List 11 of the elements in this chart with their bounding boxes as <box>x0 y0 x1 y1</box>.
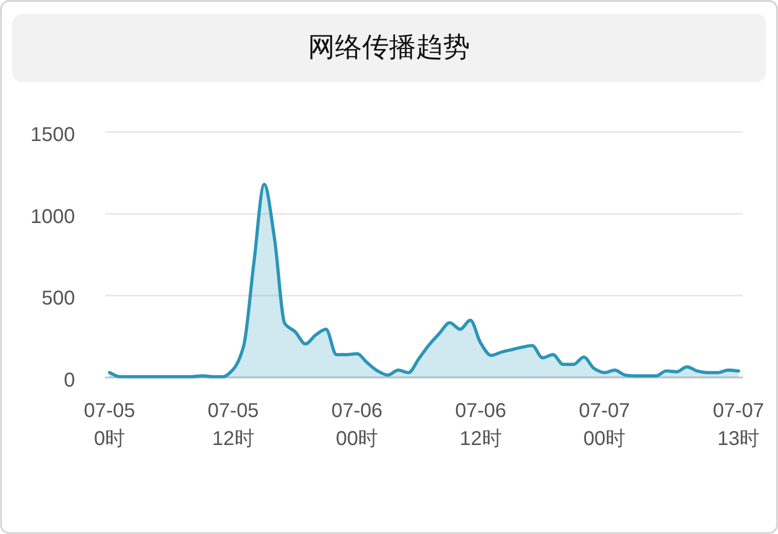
x-tick-label: 07-07 00时 <box>578 400 630 450</box>
x-tick-label: 07-05 0时 <box>84 400 136 450</box>
y-tick-label: 1500 <box>30 124 75 146</box>
y-tick-label: 0 <box>64 370 75 392</box>
x-tick-label: 07-07 13时 <box>712 400 764 450</box>
x-tick-label: 07-05 12时 <box>208 400 259 450</box>
chart-title: 网络传播趋势 <box>308 32 470 62</box>
y-tick-label: 500 <box>42 288 75 310</box>
y-tick-label: 1000 <box>30 206 75 228</box>
x-tick-label: 07-06 00时 <box>331 400 383 450</box>
x-tick-label: 07-06 12时 <box>455 400 506 450</box>
